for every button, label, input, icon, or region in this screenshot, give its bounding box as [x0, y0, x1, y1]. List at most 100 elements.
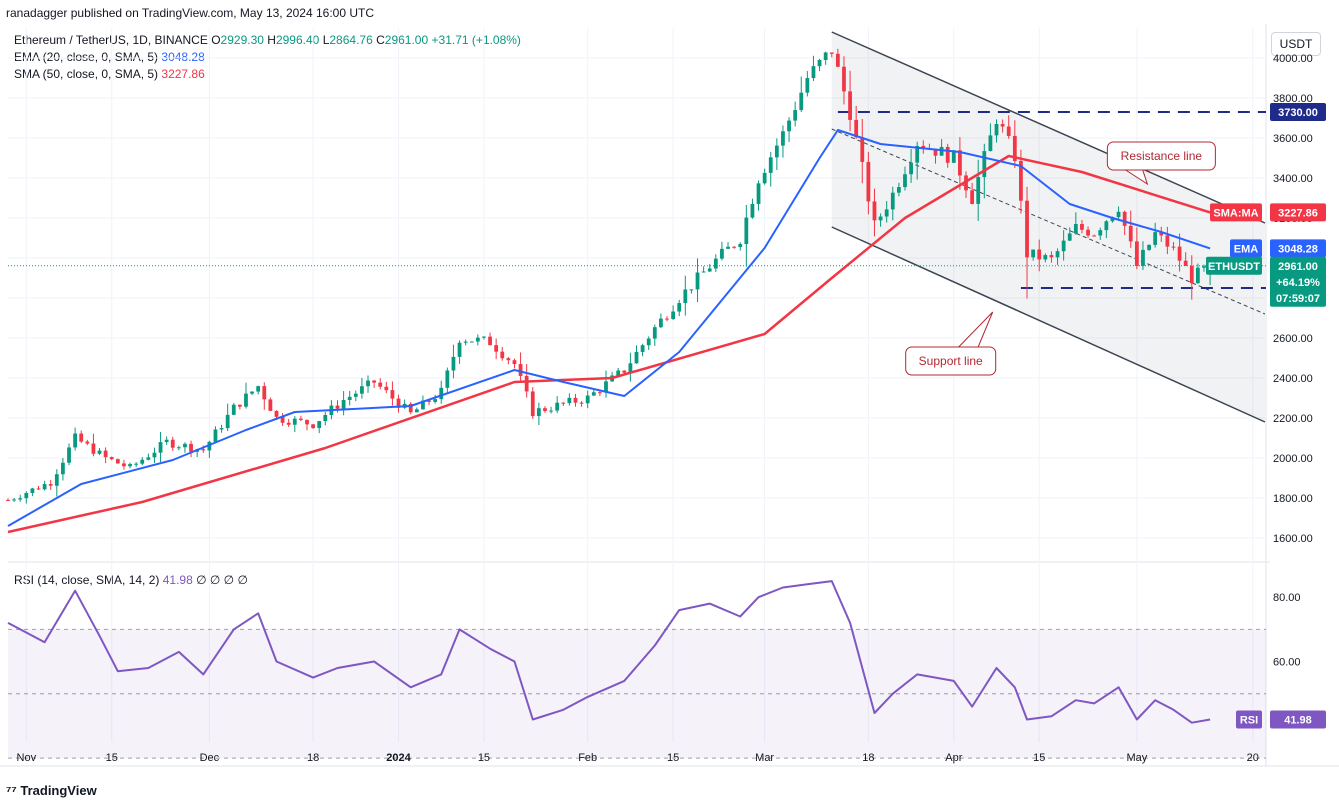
candle-body [1055, 251, 1060, 258]
legend-close: 2961.00 [384, 33, 429, 47]
legend-low: 2864.76 [329, 33, 373, 47]
candle-body [1061, 240, 1066, 252]
candle-body [713, 258, 718, 269]
candle-body [567, 397, 572, 404]
candle-body [927, 148, 932, 150]
candle-body [549, 410, 553, 412]
candle-body [79, 433, 84, 442]
price-tick-label: 2800.00 [1273, 293, 1313, 305]
time-tick-label: 18 [307, 752, 319, 764]
rsi-legend[interactable]: RSI (14, close, SMA, 14, 2) 41.98 ∅ ∅ ∅ … [14, 573, 248, 587]
price-tick-label: 1600.00 [1273, 533, 1313, 545]
candle-body [170, 439, 175, 448]
candle-body [213, 429, 218, 442]
candle-body [1086, 229, 1090, 236]
time-tick-label: May [1126, 752, 1147, 764]
candle-body [768, 157, 773, 173]
legend-sma-row[interactable]: SMA (50, close, 0, SMA, 5) 3227.86 [14, 66, 521, 83]
legend-close-label: C [376, 33, 385, 47]
candle-body [1092, 235, 1097, 237]
candle-body [817, 60, 822, 67]
candle-body [970, 190, 974, 204]
candle-body [677, 303, 682, 312]
candle-body [671, 311, 676, 319]
candle-body [1080, 224, 1084, 230]
rsi-legend-label: RSI (14, close, SMA, 14, 2) [14, 573, 160, 587]
candle-body [353, 393, 358, 397]
candle-body [109, 457, 114, 460]
candle-body [1153, 232, 1158, 245]
candle-body [750, 203, 755, 218]
rsi-band-fill [8, 629, 1266, 759]
resistance-callout-box [1106, 141, 1216, 171]
candle-body [1025, 200, 1029, 258]
candle-body [152, 452, 157, 458]
candle-body [408, 403, 413, 413]
moving-averages [7, 129, 1211, 534]
horizontal-levels [8, 111, 1266, 289]
candle-body [1012, 135, 1017, 162]
candle-body [524, 375, 529, 392]
candle-body [1208, 265, 1212, 273]
candle-body [683, 289, 688, 304]
candle-body [115, 459, 120, 464]
candle-body [421, 400, 425, 410]
candle-body [36, 488, 41, 490]
channel [831, 31, 1266, 423]
candle-body [878, 216, 883, 221]
brand-text: TradingView [20, 783, 97, 798]
candle-body [1000, 124, 1005, 127]
candle-body [256, 386, 261, 392]
candle-body [30, 488, 35, 494]
candle-body [689, 289, 694, 291]
candle-body [1043, 255, 1048, 260]
candle-body [573, 397, 578, 403]
legend-ema-row[interactable]: EMA (20, close, 0, SMA, 5) 3048.28 [14, 49, 521, 66]
price-tick-label: 3800.00 [1273, 93, 1313, 105]
candle-body [67, 447, 71, 463]
candle-body [1110, 217, 1115, 222]
candle-body [829, 52, 834, 54]
candle-body [195, 449, 200, 452]
candle-body [835, 53, 840, 67]
candle-body [219, 428, 224, 430]
rsi-legend-extras: ∅ ∅ ∅ ∅ [196, 573, 248, 587]
rsi-line [7, 580, 1211, 724]
candle-body [1116, 211, 1121, 218]
candle-body [579, 402, 584, 404]
price-tick-label: 3400.00 [1273, 173, 1313, 185]
candle-body [561, 402, 566, 404]
candle-body [811, 66, 816, 79]
candle-body [488, 336, 492, 346]
candle-body [1067, 233, 1072, 241]
candle-body [756, 183, 761, 204]
candle-body [634, 351, 639, 364]
candle-body [921, 145, 926, 149]
resistance-callout-pointer [1119, 165, 1149, 186]
candle-body [475, 337, 480, 342]
candle-body [732, 246, 737, 248]
candle-body [42, 484, 47, 490]
currency-button[interactable]: USDT [1271, 32, 1321, 56]
candle-body [463, 341, 468, 343]
candle-body [964, 175, 968, 191]
legend-sma-label: SMA (50, close, 0, SMA, 5) [14, 67, 159, 81]
sma-value-label-text: 3227.86 [1278, 207, 1318, 219]
candle-body [536, 408, 541, 417]
candle-body [384, 386, 389, 391]
candle-body [378, 382, 383, 387]
candle-body [744, 217, 749, 245]
candle-body [872, 201, 877, 221]
candle-body [866, 161, 871, 202]
candle-body [54, 474, 59, 486]
candle-body [604, 381, 608, 393]
legend-high: 2996.40 [275, 33, 320, 47]
publisher-line: ranadagger published on TradingView.com,… [6, 6, 375, 20]
candle-body [1195, 267, 1200, 284]
tradingview-brand[interactable]: ⁷⁷ TradingView [6, 783, 97, 798]
legend-ema-value: 3048.28 [161, 50, 205, 64]
candle-body [372, 380, 377, 383]
legend-symbol[interactable]: Ethereum / TetherUS, 1D, BINANCE [14, 33, 208, 47]
candle-body [1031, 249, 1036, 258]
